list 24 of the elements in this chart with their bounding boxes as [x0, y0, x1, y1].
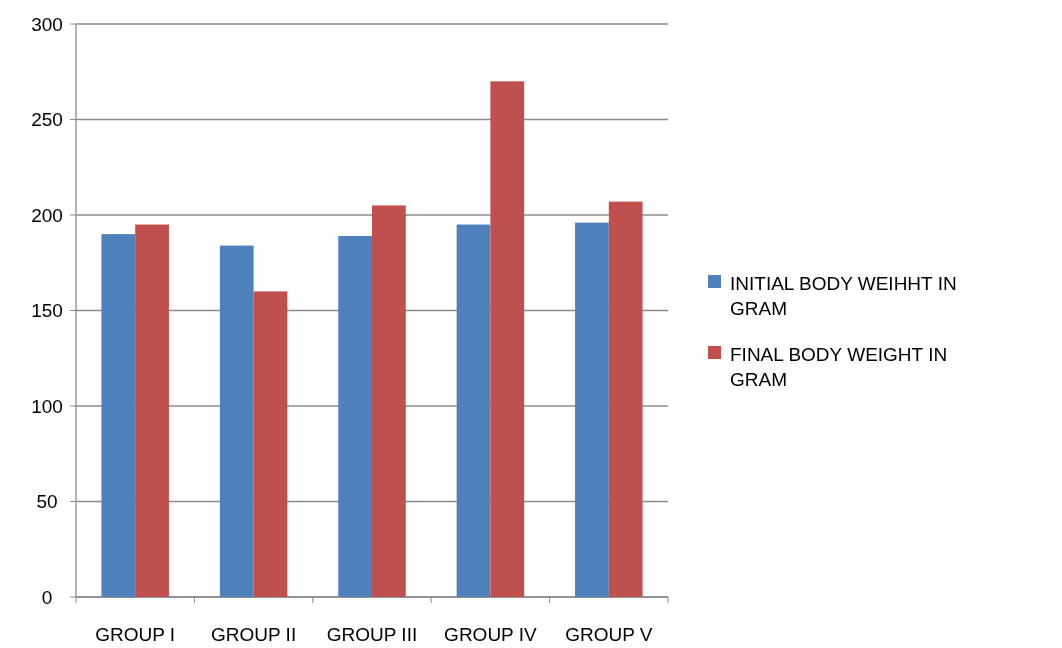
- x-tick-label: GROUP I: [95, 624, 176, 645]
- y-tick-label: 150: [31, 300, 63, 322]
- bar: [219, 245, 254, 597]
- bar: [372, 205, 406, 597]
- y-tick-label: 0: [41, 586, 53, 608]
- y-tick-label: 50: [36, 491, 58, 513]
- bar: [338, 236, 372, 597]
- legend-label: FINAL BODY WEIGHT IN GRAM: [730, 343, 948, 391]
- y-tick-label: 250: [31, 109, 63, 131]
- y-tick-label: 200: [31, 204, 63, 226]
- x-tick-label: GROUP III: [326, 624, 418, 645]
- y-tick-label: 300: [31, 13, 63, 35]
- bar: [135, 224, 169, 597]
- bar: [456, 224, 491, 597]
- x-tick-label: GROUP V: [565, 624, 653, 645]
- bar: [608, 201, 643, 597]
- legend-label: INITIAL BODY WEIHHT IN GRAM: [730, 272, 957, 320]
- x-tick-label: GROUP II: [211, 624, 297, 645]
- bar: [490, 81, 525, 597]
- x-tick-label: GROUP IV: [444, 624, 538, 645]
- y-tick-label: 100: [31, 395, 63, 417]
- bar: [575, 222, 609, 597]
- bar: [101, 234, 136, 597]
- bar: [253, 291, 288, 597]
